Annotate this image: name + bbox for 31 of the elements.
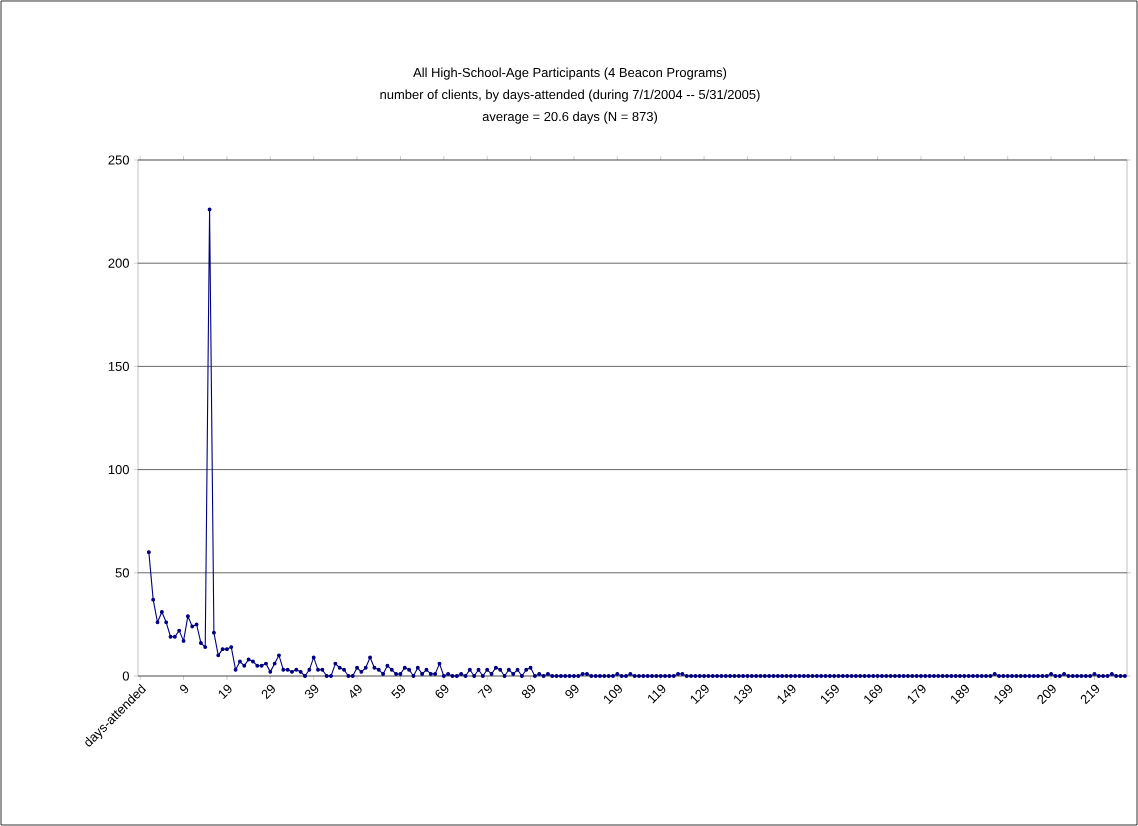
x-tick-label: 19 [218, 684, 232, 699]
y-tick-label: 0 [122, 671, 129, 681]
x-tick-label: 169 [864, 684, 883, 705]
y-tick-label: 150 [108, 361, 129, 371]
x-tick-label: 159 [820, 684, 839, 705]
x-tick-label: 219 [1080, 684, 1100, 705]
x-tick-label: 99 [565, 684, 579, 699]
x-tick-label: 9 [180, 684, 189, 694]
chart-subtitle: number of clients, by days-attended (during 7/1/2004 -- 5/31/2005) [380, 89, 760, 102]
x-tick-label: 29 [261, 684, 275, 700]
x-tick-label: 49 [350, 684, 362, 699]
x-tick-label: 89 [521, 684, 536, 699]
x-tick-label: 129 [690, 684, 709, 705]
text: average = 20.6 days (N = 873) [482, 111, 658, 124]
x-tick-label: 109 [604, 684, 622, 705]
chart-title: All High-School-Age Participants (4 Beacon Programs) [413, 67, 727, 80]
x-tick-label: 199 [994, 684, 1013, 705]
x-tick-label: 119 [648, 684, 666, 704]
y-tick-label: 200 [108, 258, 129, 268]
x-tick-label: 139 [734, 684, 753, 705]
x-tick-label: 209 [1037, 684, 1056, 705]
y-tick-label: 50 [115, 568, 129, 578]
x-tick-label: 149 [777, 684, 796, 705]
y-tick-label: 250 [108, 155, 129, 165]
x-tick-label: 179 [907, 684, 926, 705]
y-tick-label: 100 [108, 465, 129, 475]
x-tick-label: 39 [305, 684, 319, 699]
x-tick-label: 79 [477, 684, 492, 699]
x-tick-label: 69 [435, 684, 449, 699]
x-tick-label: 59 [391, 684, 406, 699]
x-tick-label: 189 [951, 684, 969, 705]
